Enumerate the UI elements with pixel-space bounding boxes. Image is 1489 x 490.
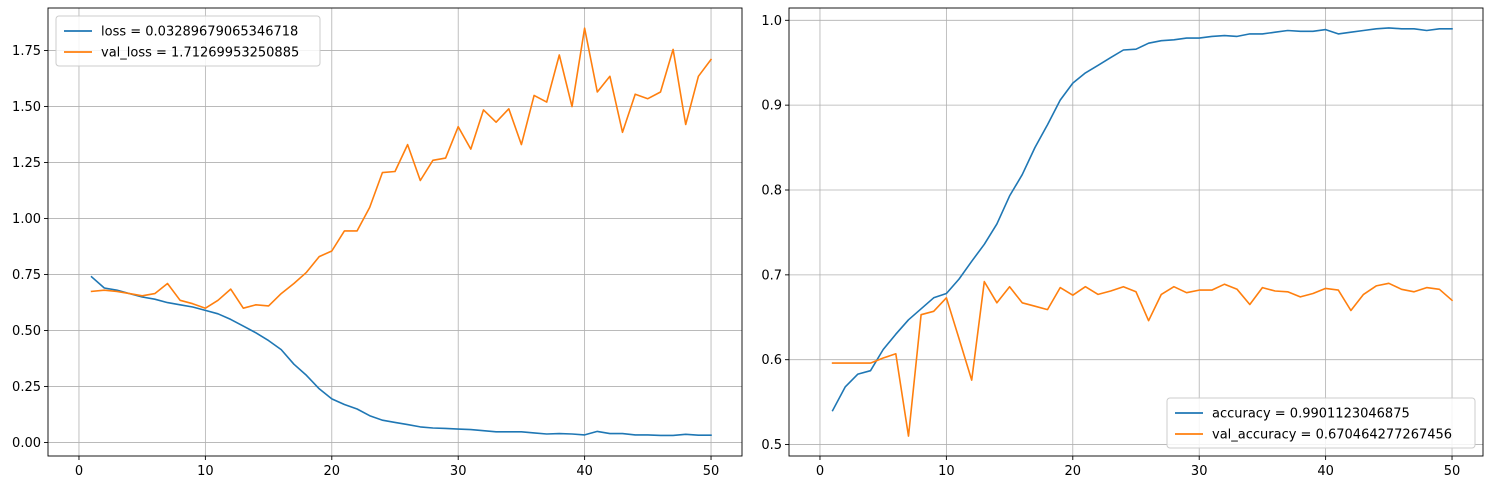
x-tick-label: 10 [938, 464, 955, 479]
x-tick-label: 20 [324, 464, 341, 479]
x-tick-label: 40 [1317, 464, 1334, 479]
y-tick-label: 0.00 [12, 436, 41, 451]
x-tick-label: 30 [450, 464, 467, 479]
y-tick-label: 1.00 [12, 212, 41, 227]
legend-label: val_loss = 1.71269953250885 [101, 46, 299, 61]
x-tick-label: 50 [1444, 464, 1461, 479]
plot-area [789, 8, 1483, 456]
accuracy-line [831, 27, 1453, 412]
loss-line [90, 275, 712, 437]
accuracy-chart: 0 10 20 30 40 50 0.5 0.6 0.7 0.8 0.9 1.0 accuracy = … [761, 7, 1484, 479]
accuracy-legend: accuracy = 0.9901123046875 val_accuracy =… [1166, 397, 1476, 449]
x-tick-label: 0 [816, 464, 824, 479]
legend-box [55, 15, 321, 67]
loss-chart: 0 10 20 30 40 50 0.00 0.25 0.50 0.75 1.00 1.25 1.50 1… [12, 7, 743, 479]
plot-area [48, 8, 742, 456]
legend-box [1166, 397, 1476, 449]
y-tick-label: 0.7 [761, 268, 782, 283]
y-tick-label: 1.25 [12, 156, 41, 171]
val-loss-line [90, 27, 713, 310]
x-tick-label: 50 [703, 464, 720, 479]
legend-label: accuracy = 0.9901123046875 [1212, 407, 1410, 422]
legend-label: loss = 0.03289679065346718 [101, 25, 298, 40]
y-tick-label: 1.0 [761, 14, 782, 29]
legend-label: val_accuracy = 0.670464277267456 [1212, 428, 1452, 443]
x-tick-label: 30 [1191, 464, 1208, 479]
y-tick-label: 0.8 [761, 184, 782, 199]
x-tick-label: 40 [576, 464, 593, 479]
y-tick-label: 0.6 [761, 353, 782, 368]
y-tick-label: 0.25 [12, 380, 41, 395]
x-tick-label: 10 [197, 464, 214, 479]
y-tick-label: 0.50 [12, 324, 41, 339]
y-tick-label: 1.75 [12, 44, 41, 59]
y-tick-label: 0.5 [761, 438, 782, 453]
y-tick-label: 1.50 [12, 100, 41, 115]
x-tick-label: 20 [1065, 464, 1082, 479]
loss-legend: loss = 0.03289679065346718 val_loss = 1.7… [55, 15, 321, 67]
y-tick-label: 0.9 [761, 99, 782, 114]
x-tick-label: 0 [75, 464, 83, 479]
axes-frame [788, 7, 1484, 457]
axes-frame [47, 7, 743, 457]
y-tick-label: 0.75 [12, 268, 41, 283]
val-accuracy-line [831, 280, 1454, 437]
